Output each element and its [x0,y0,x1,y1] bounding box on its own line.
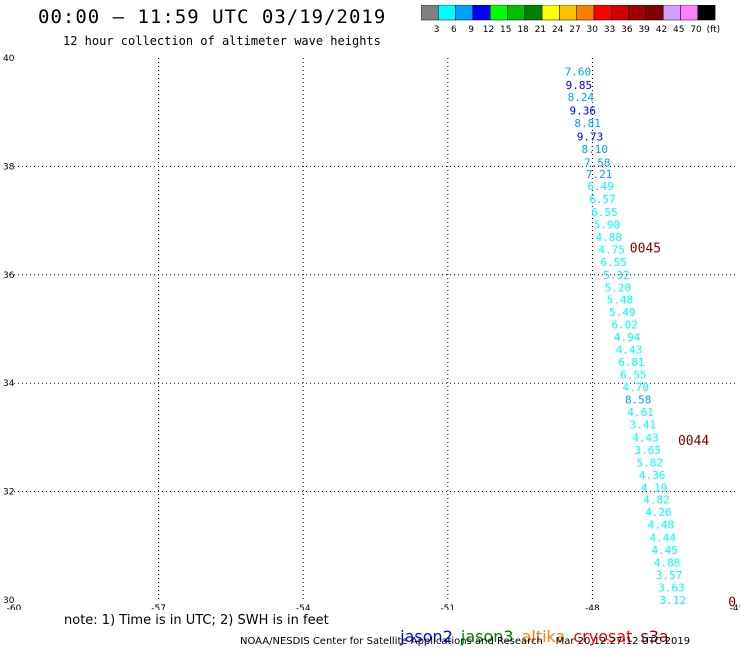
footer-note: note: 1) Time is in UTC; 2) SWH is in fe… [64,613,329,628]
colorbar-label: 18 [517,25,529,35]
y-tick-label: 36 [3,271,15,281]
wave-height-label: 4.75 [598,243,625,256]
colorbar-label: 6 [451,25,457,35]
wave-height-label: 7.58 [584,157,611,170]
wave-height-label: 4.61 [627,406,654,419]
x-tick-label: -51 [440,604,455,610]
time-annotation: 0 [728,596,736,610]
wave-height-label: 5.82 [637,456,664,469]
wave-height-label: 5.90 [594,218,621,231]
wave-height-label: 6.55 [600,256,627,269]
y-tick-label: 40 [3,54,15,64]
y-tick-label: 38 [3,162,15,172]
wave-height-label: 6.49 [587,180,614,193]
wave-height-label: 5.20 [605,281,632,294]
colorbar-label: 12 [483,25,494,35]
colorbar-label: 33 [604,25,615,35]
wave-height-label: 4.19 [641,481,668,494]
wave-height-label: 4.48 [648,519,675,532]
page-subtitle: 12 hour collection of altimeter wave hei… [63,34,381,48]
wave-height-label: 4.45 [651,544,678,557]
x-tick-label: -45 [730,604,740,610]
legend-jason3: jason3 [460,627,514,646]
wave-height-label: 7.21 [586,168,613,181]
wave-height-label: 6.55 [591,206,618,219]
x-tick-label: -60 [7,604,22,610]
wave-height-label: 8.58 [625,393,652,406]
legend-cryosat: cryosat [573,627,633,646]
colorbar-label: 21 [535,25,546,35]
x-tick-label: -48 [585,604,600,610]
wave-height-label: 5.32 [603,269,630,282]
wave-height-label: 3.63 [658,582,685,595]
colorbar-label: 3 [434,25,440,35]
legend-altika: altika [521,627,566,646]
wave-height-label: 4.82 [643,494,670,507]
wave-height-label: 4.36 [639,469,666,482]
wave-height-label: 6.57 [589,193,616,206]
colorbar-swatch [697,5,716,21]
satellite-legend: jason2 jason3 altika cryosat s3a [390,608,677,646]
colorbar-label: (ft) [707,25,721,35]
wave-height-label: 4.43 [632,431,659,444]
legend-s3a: s3a [640,627,669,646]
y-tick-label: 32 [3,488,14,498]
colorbar-label: 9 [468,25,474,35]
wave-height-label: 7.60 [565,66,592,79]
time-annotation: 0044 [678,434,709,449]
wave-height-label: 4.88 [596,231,623,244]
colorbar-label: 27 [569,25,580,35]
wave-height-label: 3.65 [635,444,662,457]
x-tick-label: -57 [151,604,166,610]
y-tick-label: 34 [3,379,15,389]
colorbar-label: 42 [656,25,667,35]
footer-credit: NOAA/NESDIS Center for Satellite Applica… [240,636,691,647]
page-title: 00:00 – 11:59 UTC 03/19/2019 [38,6,387,28]
wave-height-label: 3.41 [630,418,657,431]
wave-height-label: 3.12 [660,594,687,607]
wave-height-label: 3.57 [656,569,683,582]
wave-height-label: 6.55 [620,369,647,382]
time-annotation: 0045 [630,242,661,257]
wave-height-label: 4.26 [645,506,672,519]
wave-height-label: 4.88 [654,557,681,570]
y-tick-label: 30 [3,596,15,606]
wave-height-label: 9.73 [577,131,604,144]
wave-height-label: 9.85 [566,79,593,92]
wave-height-label: 4.43 [616,344,643,357]
colorbar-label: 30 [587,25,599,35]
colorbar-label: 15 [500,25,511,35]
colorbar-label: 24 [552,25,564,35]
wave-height-label: 4.44 [650,532,677,545]
colorbar-legend: 3 6 9 12 15 18 21 24 27 30 33 36 39 42 45 70 (ft) [421,5,721,35]
colorbar-label: 36 [621,25,633,35]
wave-height-label: 8.24 [568,91,595,104]
x-tick-label: -54 [296,604,311,610]
legend-jason2: jason2 [400,627,453,646]
wave-height-label: 8.10 [582,143,609,156]
scatter-plot: -60-57-54-51-48-453032343638407.609.858.… [3,54,740,610]
wave-height-label: 6.02 [611,319,638,332]
wave-height-label: 9.36 [570,105,597,118]
wave-height-label: 6.81 [618,356,645,369]
wave-height-label: 4.70 [623,381,650,394]
colorbar-label: 39 [638,25,650,35]
colorbar-label: 45 [673,25,684,35]
wave-height-label: 5.48 [607,294,634,307]
wave-height-label: 5.49 [609,306,636,319]
wave-height-label: 8.81 [574,117,601,130]
colorbar-label: 70 [690,25,702,35]
wave-height-label: 4.94 [614,331,641,344]
